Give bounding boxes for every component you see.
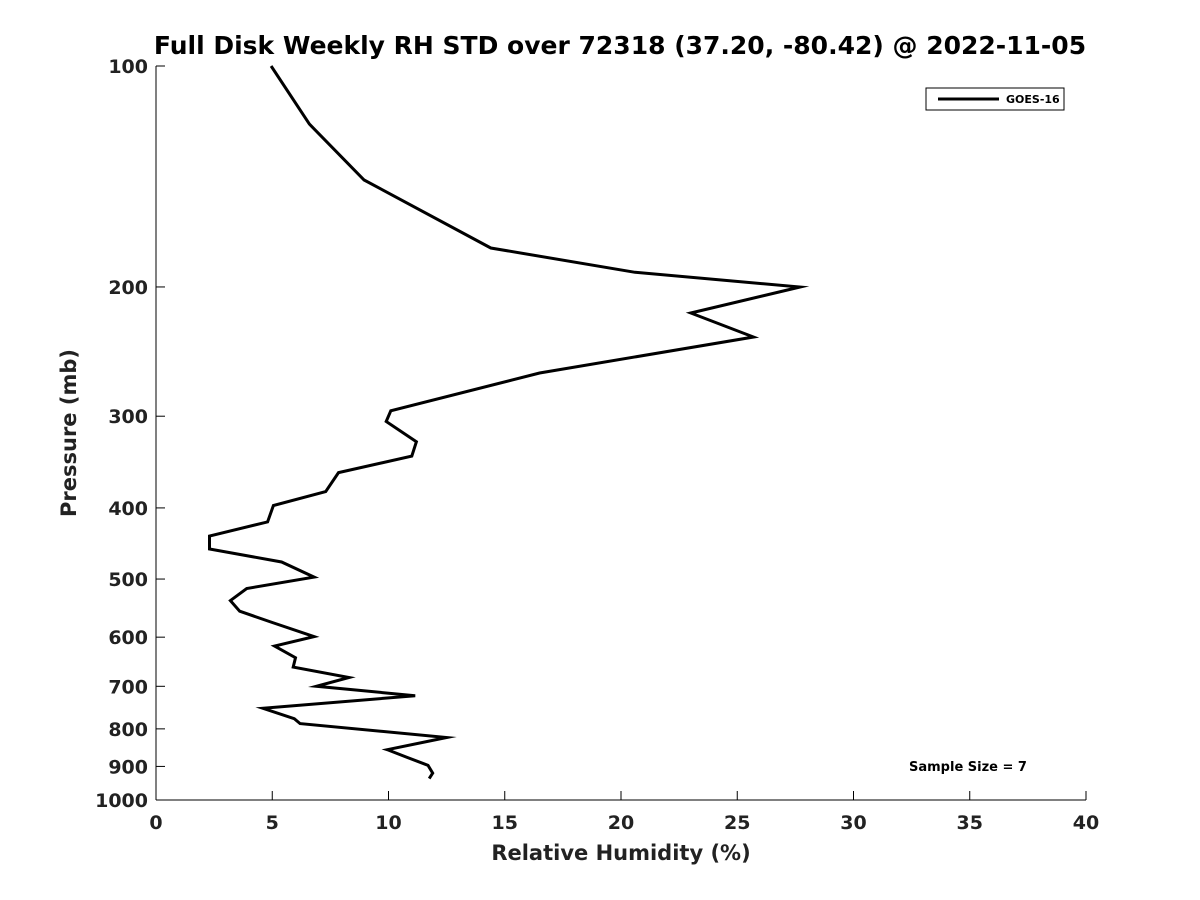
y-tick-label: 200 (108, 277, 148, 299)
legend-label-goes-16: GOES-16 (1006, 93, 1060, 106)
y-tick-label: 600 (108, 627, 148, 649)
y-ticks: 100 200 300 400 500 600 700 800 900 1000 (95, 56, 165, 812)
y-tick-label: 800 (108, 719, 148, 741)
y-tick-label: 1000 (95, 790, 148, 812)
y-axis-label: Pressure (mb) (57, 349, 81, 517)
x-tick-label: 35 (957, 812, 983, 834)
x-tick-label: 0 (149, 812, 162, 834)
x-axis-label: Relative Humidity (%) (491, 841, 750, 865)
x-tick-label: 10 (375, 812, 401, 834)
x-tick-label: 15 (492, 812, 518, 834)
x-tick-label: 30 (840, 812, 866, 834)
sample-size-annotation: Sample Size = 7 (909, 760, 1027, 775)
chart-title: Full Disk Weekly RH STD over 72318 (37.2… (154, 31, 1086, 60)
x-tick-label: 25 (724, 812, 750, 834)
x-ticks: 0 5 10 15 20 25 30 35 40 (149, 791, 1099, 834)
x-tick-label: 20 (608, 812, 634, 834)
x-tick-label: 5 (266, 812, 279, 834)
series-layer (208, 65, 810, 780)
legend: GOES-16 (925, 87, 1065, 111)
series-line-goes-16 (208, 65, 810, 780)
y-tick-label: 100 (108, 56, 148, 78)
x-tick-label: 40 (1073, 812, 1099, 834)
y-tick-label: 700 (108, 676, 148, 698)
y-tick-label: 300 (108, 406, 148, 428)
y-tick-label: 400 (108, 498, 148, 520)
y-tick-label: 500 (108, 569, 148, 591)
y-tick-label: 900 (108, 756, 148, 778)
